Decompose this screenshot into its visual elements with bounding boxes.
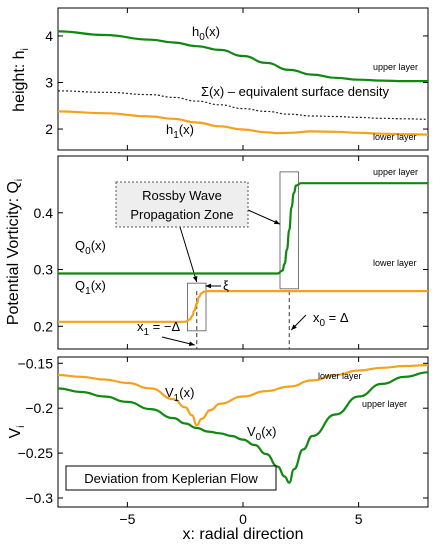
y-tick-label: 0.3 <box>34 262 54 278</box>
y-tick-label: −0.3 <box>25 490 53 506</box>
series-line-0 <box>57 30 428 83</box>
xi-arrow-head <box>205 283 212 289</box>
x1-arrow <box>161 336 195 346</box>
y-tick-label: 2 <box>45 121 53 137</box>
height-curves <box>57 30 429 136</box>
rossby-arrow-q0-head <box>274 219 280 225</box>
x-tick-label: 0 <box>239 511 247 527</box>
y-tick-label: 4 <box>45 28 53 44</box>
bot-lower-layer-label: lower layer <box>318 371 362 381</box>
keplerian-legend-box <box>65 465 277 491</box>
q0-series-label: Q0(x) <box>75 238 106 257</box>
series-line-2 <box>57 110 429 136</box>
x-tick-label: −5 <box>119 511 135 527</box>
xi-label: ξ <box>223 278 229 293</box>
bot-upper-layer-label: upper layer <box>362 399 407 409</box>
x-axis-label: x: radial direction <box>183 526 304 543</box>
vorticity-annotations <box>161 171 307 349</box>
x1-arrow-head <box>188 341 195 346</box>
velocity-curves <box>57 364 429 484</box>
v1-series-label: V1(x) <box>165 385 194 404</box>
x0-arrow-head <box>291 324 297 330</box>
top-upper-layer-label: upper layer <box>373 62 418 72</box>
x0-label: x0 = Δ <box>313 310 349 329</box>
rossby-zone-line2: Propagation Zone <box>130 207 233 222</box>
q0-transition-box <box>279 171 299 290</box>
h0-series-label: h0(x) <box>192 24 220 43</box>
height-y-axis-label: height: hi <box>11 48 31 112</box>
x-tick-label: 5 <box>355 511 363 527</box>
h1-series-label: h1(x) <box>166 122 194 141</box>
series-line-0 <box>58 182 428 275</box>
x1-label: x1 = −Δ <box>137 319 180 338</box>
rossby-arrow-q1-head <box>192 276 198 283</box>
y-tick-label: −0.15 <box>18 355 54 371</box>
y-tick-label: 0.2 <box>34 318 54 334</box>
mid-lower-layer-label: lower layer <box>373 258 417 268</box>
velocity-y-axis-label: Vi <box>7 426 27 439</box>
q1-series-label: Q1(x) <box>75 278 106 297</box>
sigma-series-label: Σ(x) – equivalent surface density <box>201 84 389 99</box>
height-ticks: 2 3 4 <box>45 8 428 150</box>
rossby-zone-box <box>115 181 249 228</box>
q1-transition-box <box>187 282 207 332</box>
velocity-panel: −0.15 −0.2 −0.25 −0.3 −5 0 5 V1(x) V0(x) lower… <box>7 355 429 543</box>
series-line-1 <box>57 371 429 484</box>
series-line-1 <box>58 289 428 323</box>
mid-upper-layer-label: upper layer <box>373 167 418 177</box>
series-line-1 <box>57 90 429 120</box>
y-tick-label: −0.2 <box>25 400 53 416</box>
vorticity-curves <box>58 182 428 323</box>
series-line-0 <box>57 364 429 427</box>
y-tick-label: −0.25 <box>18 445 54 461</box>
rossby-zone-line1: Rossby Wave <box>142 188 222 203</box>
v0-series-label: V0(x) <box>247 424 276 443</box>
vorticity-y-axis-label: Potential Vorticity: Qi <box>5 179 25 325</box>
vorticity-panel: 0.2 0.3 0.4 Rossby Wave Propagation Zone Q… <box>5 155 429 350</box>
vorticity-ticks: 0.2 0.3 0.4 <box>34 156 428 349</box>
velocity-ticks: −0.15 −0.2 −0.25 −0.3 −5 0 5 <box>18 355 428 527</box>
y-tick-label: 0.4 <box>34 205 54 221</box>
y-tick-label: 3 <box>45 74 53 90</box>
top-lower-layer-label: lower layer <box>373 132 417 142</box>
height-panel: 2 3 4 h0(x) Σ(x) – equivalent surface dens… <box>11 7 429 151</box>
keplerian-legend-text: Deviation from Keplerian Flow <box>84 471 258 486</box>
rossby-arrow-q0 <box>247 209 281 225</box>
